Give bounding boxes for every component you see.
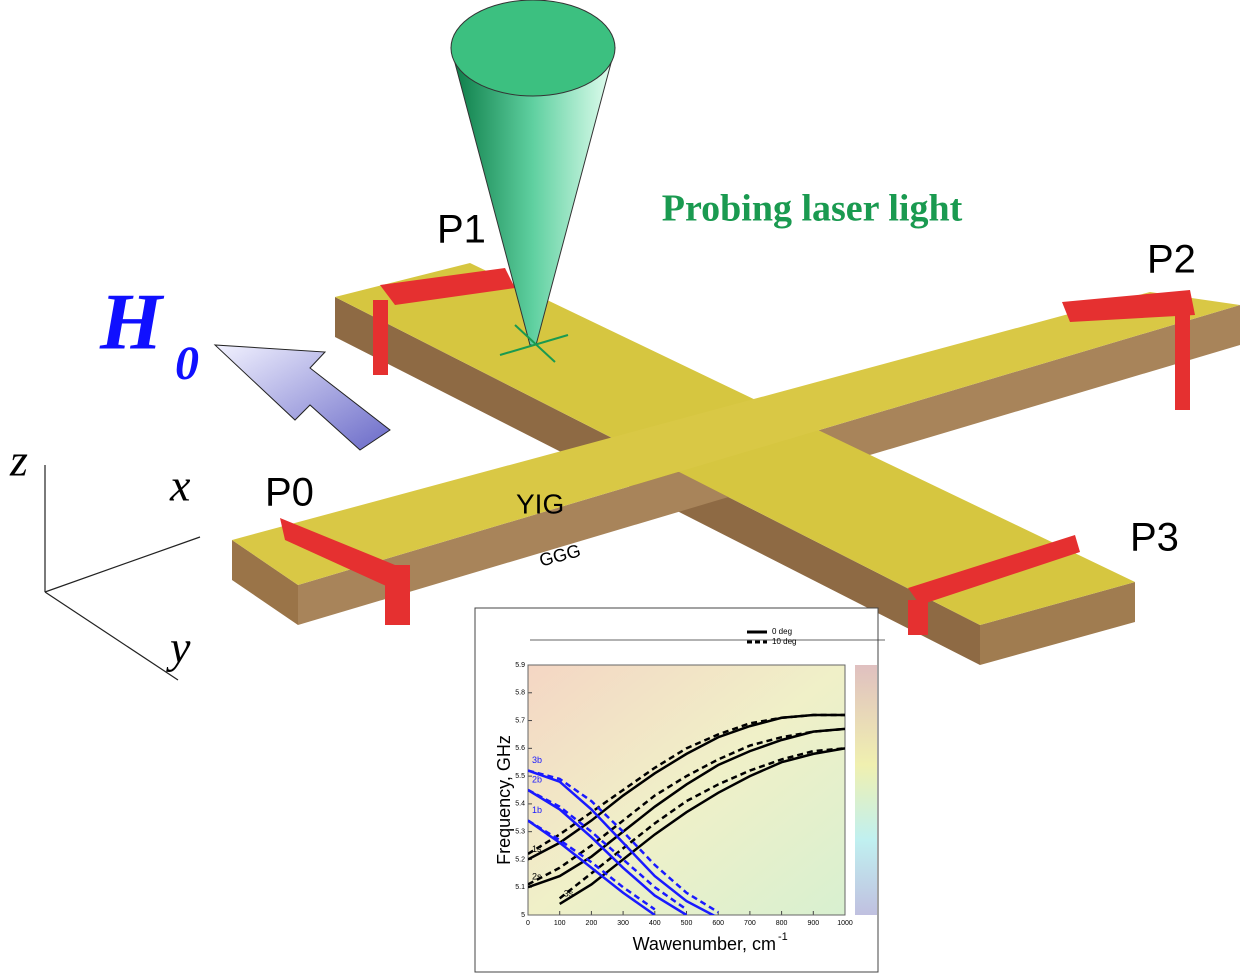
x-tick-label: 400 — [649, 920, 661, 927]
x-tick-label: 0 — [526, 920, 530, 927]
field-arrow — [215, 345, 390, 450]
legend-label: 10 deg — [772, 637, 796, 646]
y-tick-label: 5.2 — [515, 856, 525, 863]
laser-label: Probing laser light — [662, 188, 963, 230]
y-tick-label: 5.8 — [515, 690, 525, 697]
y-tick-label: 5.6 — [515, 745, 525, 752]
diagram: Probing laser lightH0P0P1P2P3YIGGGGzxy 0… — [0, 0, 1248, 973]
x-tick-label: 900 — [807, 920, 819, 927]
curve-label: 1s — [532, 844, 542, 854]
y-tick-label: 5 — [521, 912, 525, 919]
field-subscript: 0 — [175, 337, 199, 390]
y-axis-label: Frequency, GHz — [494, 735, 514, 865]
film-label: YIG — [516, 488, 564, 519]
axis-letter: y — [166, 622, 191, 673]
axis-letter: z — [9, 435, 28, 486]
y-tick-label: 5.4 — [515, 801, 525, 808]
x-axis-label-sup: -1 — [778, 931, 788, 943]
curve-label: 2b — [532, 774, 542, 784]
curve-label: 1b — [532, 805, 542, 815]
port-label: P3 — [1130, 516, 1179, 560]
port-label: P1 — [437, 208, 486, 252]
x-tick-label: 100 — [554, 920, 566, 927]
port-label: P0 — [265, 471, 314, 515]
curve-label: 3s — [564, 888, 574, 898]
y-tick-label: 5.3 — [515, 829, 525, 836]
x-axis-label: Wawenumber, cm — [633, 934, 776, 954]
x-tick-label: 600 — [712, 920, 724, 927]
curve-label: 3b — [532, 755, 542, 765]
x-tick-label: 1000 — [837, 920, 853, 927]
curve-label: 2s — [532, 872, 542, 882]
y-tick-label: 5.9 — [515, 662, 525, 669]
x-tick-label: 500 — [681, 920, 693, 927]
field-label: H — [99, 278, 165, 366]
device — [232, 263, 1240, 665]
legend-label: 0 deg — [772, 627, 792, 636]
y-tick-label: 5.7 — [515, 717, 525, 724]
x-tick-label: 800 — [776, 920, 788, 927]
port-label: P2 — [1147, 238, 1196, 282]
axis-letter: x — [169, 460, 191, 511]
y-tick-label: 5.1 — [515, 884, 525, 891]
x-tick-label: 300 — [617, 920, 629, 927]
x-tick-label: 700 — [744, 920, 756, 927]
y-tick-label: 5.5 — [515, 773, 525, 780]
x-tick-label: 200 — [586, 920, 598, 927]
